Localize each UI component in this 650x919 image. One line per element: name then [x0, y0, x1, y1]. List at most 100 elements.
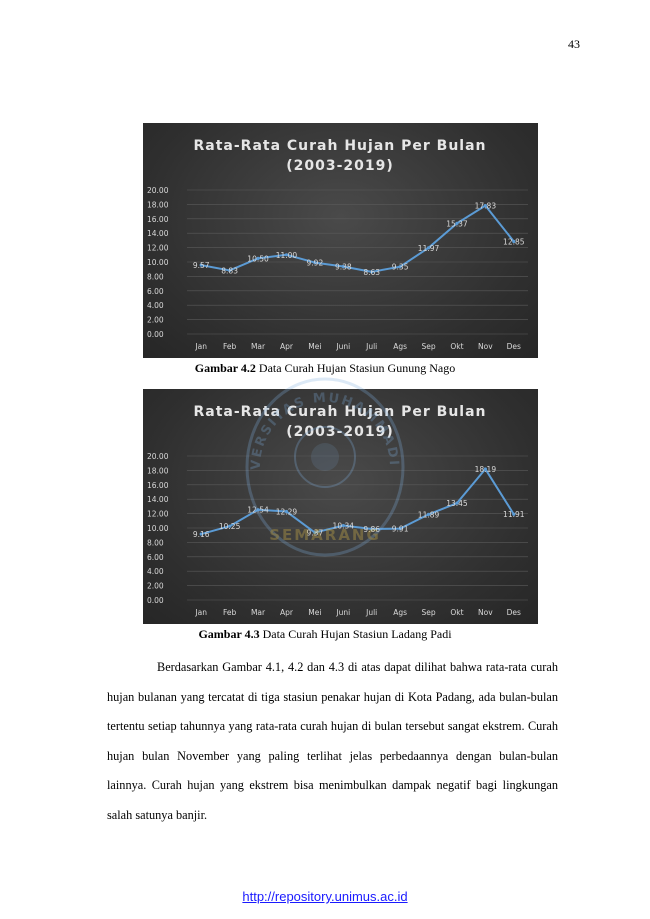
data-label: 12.54: [247, 506, 269, 515]
y-tick-label: 12.00: [147, 244, 169, 253]
x-tick-label: Mar: [251, 342, 266, 351]
data-point: [455, 501, 459, 505]
repository-link[interactable]: http://repository.unimus.ac.id: [242, 889, 408, 904]
chart-ladang-padi: Rata-Rata Curah Hujan Per Bulan (2003-201…: [143, 389, 538, 624]
y-tick-label: 2.00: [147, 316, 164, 325]
y-tick-label: 2.00: [147, 582, 164, 591]
data-point: [483, 467, 487, 471]
caption-text: Data Curah Hujan Stasiun Gunung Nago: [255, 361, 456, 375]
y-tick-label: 18.00: [147, 200, 169, 209]
x-tick-label: Apr: [280, 608, 294, 617]
x-tick-label: Apr: [280, 342, 294, 351]
y-tick-label: 20.00: [147, 452, 169, 461]
data-point: [426, 246, 431, 250]
data-label: 10.34: [333, 522, 355, 531]
data-label: 12.29: [276, 508, 298, 517]
x-tick-label: Juni: [335, 342, 350, 351]
body-paragraph: Berdasarkan Gambar 4.1, 4.2 dan 4.3 di a…: [107, 653, 558, 830]
data-point: [313, 260, 317, 265]
caption-label: Gambar 4.3: [198, 627, 260, 641]
x-tick-label: Ags: [393, 608, 407, 617]
x-tick-label: Feb: [223, 608, 237, 617]
x-tick-label: Juni: [335, 608, 350, 617]
data-label: 9.86: [363, 525, 380, 534]
y-tick-label: 0.00: [147, 330, 164, 339]
chart-title-line1: Rata-Rata Curah Hujan Per Bulan: [193, 138, 486, 154]
y-tick-label: 10.00: [147, 524, 169, 533]
data-label: 17.83: [475, 202, 497, 211]
x-tick-label: Juli: [365, 342, 377, 351]
line-chart-svg: Rata-Rata Curah Hujan Per Bulan (2003-201…: [147, 138, 528, 351]
data-label: 11.00: [276, 251, 298, 260]
x-tick-label: Juli: [365, 608, 377, 617]
data-label: 10.50: [247, 254, 269, 263]
x-tick-label: Nov: [478, 342, 493, 351]
data-point: [199, 263, 203, 267]
data-point: [370, 270, 374, 274]
y-tick-label: 14.00: [147, 495, 169, 504]
data-point: [426, 512, 431, 516]
y-tick-label: 10.00: [147, 258, 169, 267]
data-label: 12.85: [503, 237, 525, 246]
data-label: 9.16: [193, 530, 210, 539]
y-tick-label: 16.00: [147, 481, 169, 490]
y-tick-label: 4.00: [147, 301, 164, 310]
x-tick-label: Des: [507, 342, 521, 351]
data-point: [398, 527, 402, 531]
series-line: [201, 204, 515, 273]
data-label: 18.19: [475, 465, 497, 474]
x-tick-label: Sep: [421, 608, 435, 617]
data-point: [256, 508, 260, 512]
caption-label: Gambar 4.2: [194, 361, 256, 375]
data-label: 11.97: [418, 244, 440, 253]
chart-title-line1: Rata-Rata Curah Hujan Per Bulan: [193, 404, 486, 420]
figure-caption-4-3: Gambar 4.3 Data Curah Hujan Stasiun Lada…: [0, 627, 650, 642]
y-tick-label: 4.00: [147, 567, 164, 576]
data-label: 8.63: [363, 268, 380, 277]
data-point: [483, 204, 487, 208]
data-label: 9.38: [335, 262, 352, 271]
chart-title-line2: (2003-2019): [286, 158, 394, 174]
x-tick-label: Ags: [393, 342, 407, 351]
y-tick-label: 16.00: [147, 215, 169, 224]
x-tick-label: Nov: [478, 608, 493, 617]
data-point: [284, 509, 289, 514]
data-point: [341, 264, 345, 269]
data-label: 13.45: [446, 499, 468, 508]
data-point: [313, 530, 317, 535]
x-tick-label: Okt: [450, 342, 463, 351]
y-tick-label: 8.00: [147, 538, 164, 547]
line-chart-svg: Rata-Rata Curah Hujan Per Bulan (2003-201…: [147, 404, 528, 617]
data-label: 9.35: [392, 263, 409, 272]
paragraph-text: Berdasarkan Gambar 4.1, 4.2 dan 4.3 di a…: [107, 660, 558, 822]
data-point: [228, 268, 232, 273]
y-tick-label: 14.00: [147, 229, 169, 238]
x-tick-label: Mei: [308, 342, 321, 351]
y-tick-label: 20.00: [147, 186, 169, 195]
x-tick-label: Mar: [251, 608, 266, 617]
page-number: 43: [568, 37, 580, 51]
chart-gunung-nago: Rata-Rata Curah Hujan Per Bulan (2003-201…: [143, 123, 538, 358]
y-tick-label: 6.00: [147, 287, 164, 296]
figure-caption-4-2: Gambar 4.2 Data Curah Hujan Stasiun Gunu…: [0, 361, 650, 376]
data-point: [512, 512, 516, 516]
data-label: 9.92: [307, 259, 324, 268]
x-tick-label: Mei: [308, 608, 321, 617]
data-point: [398, 265, 402, 269]
x-tick-label: Des: [507, 608, 521, 617]
series-line: [200, 468, 515, 536]
x-tick-label: Feb: [223, 342, 237, 351]
y-tick-label: 6.00: [147, 553, 164, 562]
data-point: [370, 527, 374, 531]
data-label: 10.25: [219, 522, 241, 531]
data-point: [199, 532, 203, 536]
chart-title-line2: (2003-2019): [286, 424, 394, 440]
y-tick-label: 0.00: [147, 596, 164, 605]
data-point: [455, 221, 459, 225]
data-point: [512, 239, 516, 244]
data-point: [341, 523, 345, 528]
y-tick-label: 18.00: [147, 466, 169, 475]
data-point: [228, 524, 232, 528]
data-point: [284, 253, 289, 257]
data-label: 9.37: [307, 529, 324, 538]
